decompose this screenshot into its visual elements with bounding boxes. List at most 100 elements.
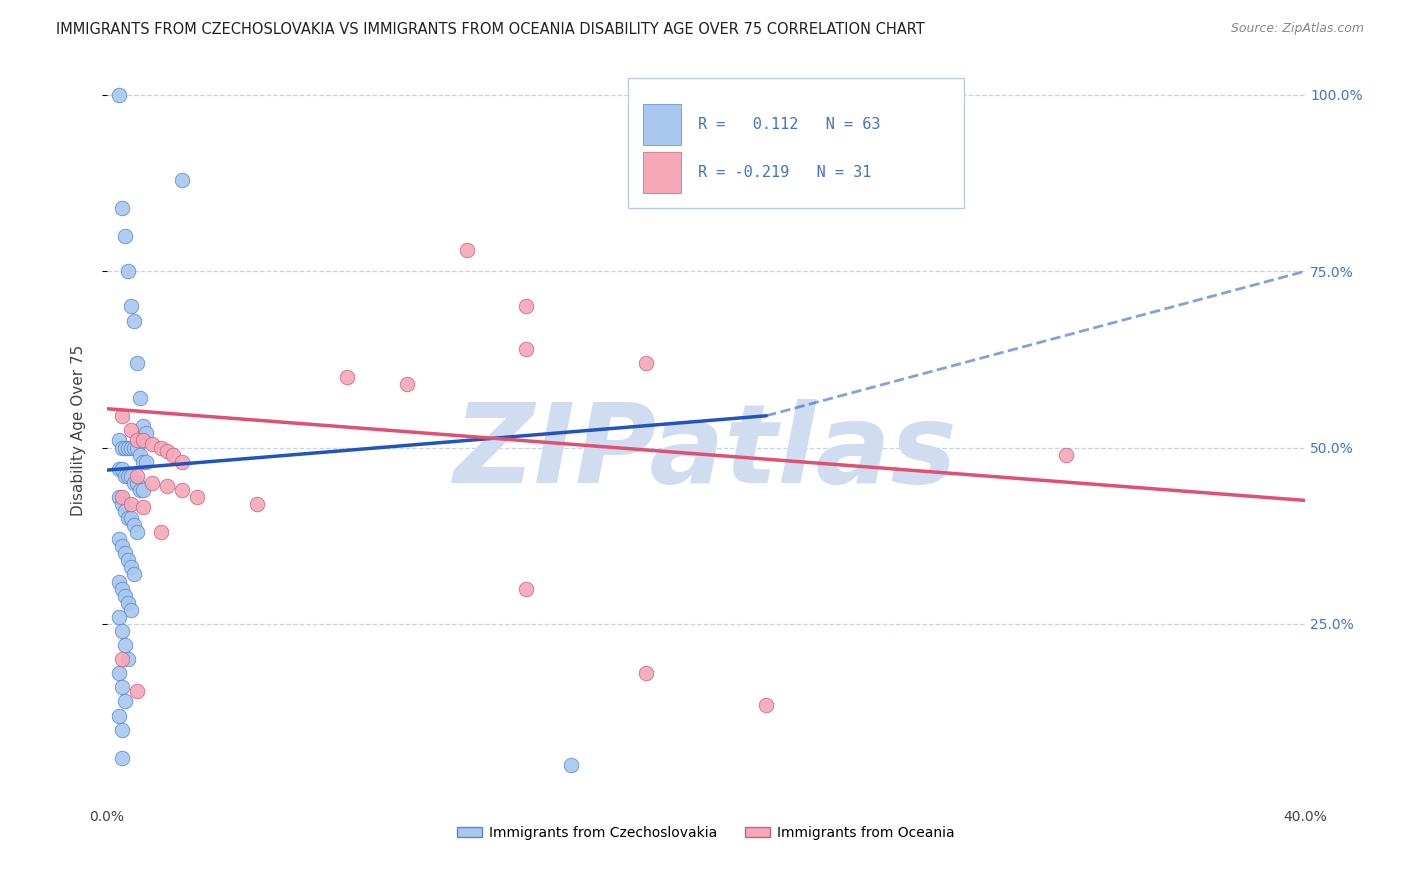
Point: [114, 504, 136, 518]
Point: [117, 468, 139, 483]
Point: [111, 723, 134, 737]
Point: [108, 708, 131, 723]
Point: [125, 434, 148, 448]
Point: [560, 758, 582, 772]
Point: [108, 574, 131, 589]
Point: [456, 243, 478, 257]
Point: [122, 441, 145, 455]
Point: [120, 603, 142, 617]
Point: [755, 698, 778, 712]
Point: [132, 419, 155, 434]
Point: [170, 455, 193, 469]
Point: [125, 684, 148, 698]
Point: [636, 666, 658, 681]
Point: [170, 172, 193, 186]
Text: R =   0.112   N = 63: R = 0.112 N = 63: [697, 117, 880, 131]
Point: [108, 490, 131, 504]
FancyBboxPatch shape: [643, 104, 681, 145]
Text: Source: ZipAtlas.com: Source: ZipAtlas.com: [1230, 22, 1364, 36]
Point: [650, 87, 672, 102]
Point: [125, 525, 148, 540]
Point: [132, 500, 155, 515]
Point: [108, 609, 131, 624]
Point: [125, 468, 148, 483]
Point: [114, 694, 136, 708]
Point: [162, 448, 184, 462]
Point: [117, 596, 139, 610]
Point: [111, 490, 134, 504]
Point: [117, 441, 139, 455]
Point: [125, 475, 148, 490]
Point: [122, 518, 145, 533]
Point: [125, 356, 148, 370]
Point: [114, 638, 136, 652]
Point: [135, 455, 157, 469]
Point: [120, 468, 142, 483]
Point: [114, 228, 136, 243]
Text: ZIPatlas: ZIPatlas: [454, 399, 957, 506]
Point: [111, 497, 134, 511]
Point: [336, 370, 359, 384]
Point: [122, 313, 145, 327]
Point: [132, 483, 155, 497]
Point: [111, 539, 134, 553]
FancyBboxPatch shape: [628, 78, 965, 208]
Point: [122, 475, 145, 490]
Point: [114, 546, 136, 560]
Point: [108, 434, 131, 448]
Y-axis label: Disability Age Over 75: Disability Age Over 75: [72, 344, 86, 516]
Point: [129, 483, 152, 497]
Point: [111, 441, 134, 455]
Point: [111, 624, 134, 638]
FancyBboxPatch shape: [643, 153, 681, 193]
Point: [122, 567, 145, 582]
Point: [108, 87, 131, 102]
Point: [186, 490, 208, 504]
Point: [141, 437, 163, 451]
Point: [120, 423, 142, 437]
Text: R = -0.219   N = 31: R = -0.219 N = 31: [697, 165, 872, 179]
Point: [515, 342, 537, 356]
Point: [117, 511, 139, 525]
Point: [117, 553, 139, 567]
Point: [114, 589, 136, 603]
Point: [150, 441, 173, 455]
Point: [114, 441, 136, 455]
Point: [111, 652, 134, 666]
Point: [150, 525, 173, 540]
Point: [120, 300, 142, 314]
Point: [135, 426, 157, 441]
Point: [120, 511, 142, 525]
Point: [1054, 448, 1077, 462]
Point: [120, 560, 142, 574]
Point: [129, 448, 152, 462]
Point: [108, 461, 131, 475]
Point: [108, 533, 131, 547]
Point: [515, 582, 537, 596]
Legend: Immigrants from Czechoslovakia, Immigrants from Oceania: Immigrants from Czechoslovakia, Immigran…: [451, 820, 960, 845]
Point: [111, 409, 134, 423]
Point: [710, 87, 733, 102]
Point: [125, 441, 148, 455]
Point: [132, 455, 155, 469]
Point: [120, 441, 142, 455]
Point: [111, 751, 134, 765]
Point: [636, 356, 658, 370]
Text: IMMIGRANTS FROM CZECHOSLOVAKIA VS IMMIGRANTS FROM OCEANIA DISABILITY AGE OVER 75: IMMIGRANTS FROM CZECHOSLOVAKIA VS IMMIGR…: [56, 22, 925, 37]
Point: [114, 468, 136, 483]
Point: [170, 483, 193, 497]
Point: [111, 681, 134, 695]
Point: [156, 479, 179, 493]
Point: [120, 497, 142, 511]
Point: [156, 444, 179, 458]
Point: [117, 264, 139, 278]
Point: [141, 475, 163, 490]
Point: [740, 87, 762, 102]
Point: [246, 497, 269, 511]
Point: [395, 377, 418, 392]
Point: [111, 582, 134, 596]
Point: [129, 391, 152, 405]
Point: [111, 201, 134, 215]
Point: [108, 666, 131, 681]
Point: [132, 434, 155, 448]
